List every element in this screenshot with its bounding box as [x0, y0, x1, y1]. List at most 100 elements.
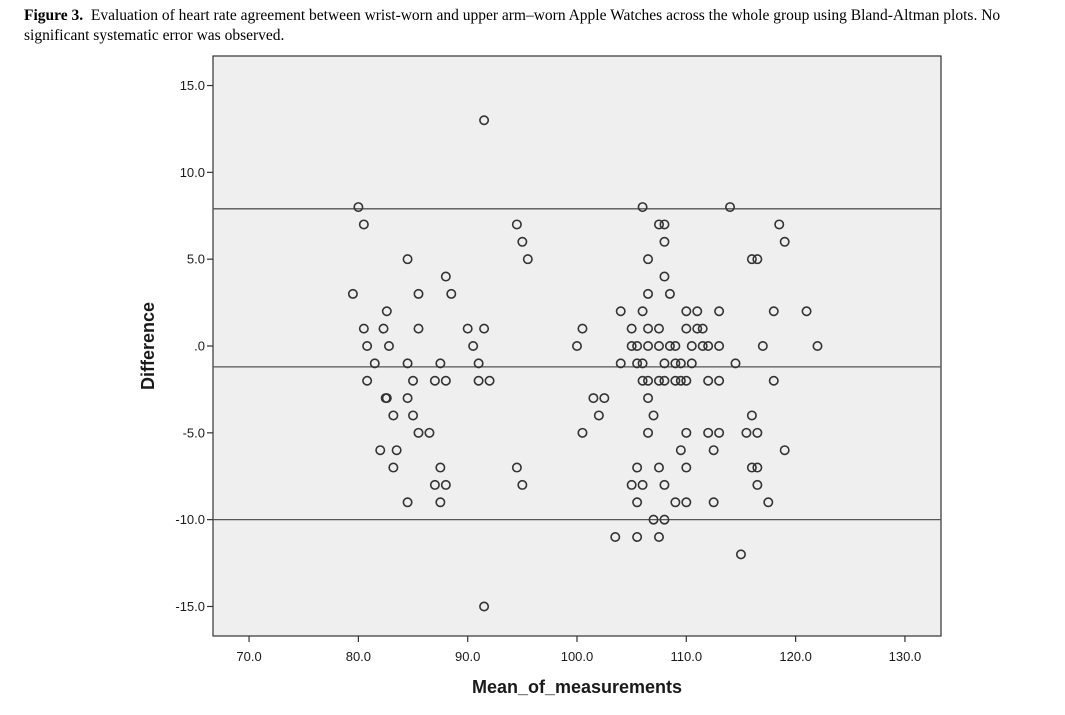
- data-point: [473, 375, 484, 386]
- x-tick-label: 80.0: [346, 649, 371, 664]
- data-point: [479, 115, 490, 126]
- data-point: [681, 323, 692, 334]
- data-point: [347, 288, 358, 299]
- data-point: [648, 410, 659, 421]
- y-tick-label: 10.0: [180, 165, 205, 180]
- data-point: [637, 306, 648, 317]
- data-point: [484, 375, 495, 386]
- data-point: [632, 462, 643, 473]
- data-point: [703, 340, 714, 351]
- data-point: [659, 271, 670, 282]
- data-point: [369, 358, 380, 369]
- data-point: [588, 393, 599, 404]
- data-point: [659, 375, 670, 386]
- data-point: [402, 393, 413, 404]
- y-tick-label: 5.0: [187, 252, 205, 267]
- y-axis: 15.0 10.0 5.0 .0 -5.0 -10.0 -15.0: [175, 78, 213, 614]
- data-point: [730, 358, 741, 369]
- data-point: [659, 479, 670, 490]
- data-point: [692, 306, 703, 317]
- figure-label: Figure 3.: [24, 7, 84, 24]
- data-point: [408, 375, 419, 386]
- x-tick-label: 130.0: [889, 649, 922, 664]
- x-tick-label: 100.0: [561, 649, 594, 664]
- data-point: [768, 375, 779, 386]
- data-point: [703, 427, 714, 438]
- data-point: [681, 462, 692, 473]
- y-tick-label: .0: [194, 339, 205, 354]
- data-point: [714, 306, 725, 317]
- reference-lines: [213, 208, 941, 521]
- data-point: [812, 340, 823, 351]
- data-point: [801, 306, 812, 317]
- data-point: [675, 445, 686, 456]
- data-point: [402, 358, 413, 369]
- data-point: [626, 340, 637, 351]
- data-point: [429, 375, 440, 386]
- data-point: [757, 340, 768, 351]
- data-point: [735, 549, 746, 560]
- data-point: [517, 479, 528, 490]
- data-point: [670, 497, 681, 508]
- data-point: [413, 323, 424, 334]
- data-point: [746, 410, 757, 421]
- data-point: [353, 202, 364, 213]
- data-point: [643, 393, 654, 404]
- data-point: [577, 427, 588, 438]
- data-point: [632, 497, 643, 508]
- data-point: [468, 340, 479, 351]
- data-point: [362, 375, 373, 386]
- data-point: [378, 323, 389, 334]
- data-point: [714, 375, 725, 386]
- data-point: [643, 340, 654, 351]
- data-point: [577, 323, 588, 334]
- data-point: [686, 358, 697, 369]
- data-point: [388, 410, 399, 421]
- y-tick-label: -15.0: [175, 599, 205, 614]
- data-point: [473, 358, 484, 369]
- data-point: [697, 340, 708, 351]
- data-point: [440, 479, 451, 490]
- x-axis-title: Mean_of_measurements: [472, 677, 682, 697]
- data-point: [746, 462, 757, 473]
- data-point: [653, 340, 664, 351]
- data-point: [752, 479, 763, 490]
- data-point: [643, 254, 654, 265]
- data-point: [643, 375, 654, 386]
- plot-area: [212, 55, 942, 637]
- data-point: [424, 427, 435, 438]
- data-point: [599, 393, 610, 404]
- data-point: [610, 532, 621, 543]
- figure-caption-text: Evaluation of heart rate agreement betwe…: [24, 7, 1001, 44]
- data-point: [358, 323, 369, 334]
- data-point: [571, 340, 582, 351]
- data-point: [440, 375, 451, 386]
- data-point: [659, 219, 670, 230]
- data-point: [708, 497, 719, 508]
- data-point: [752, 427, 763, 438]
- data-point: [381, 306, 392, 317]
- data-point: [746, 254, 757, 265]
- data-point: [637, 375, 648, 386]
- data-point: [435, 497, 446, 508]
- data-point: [413, 288, 424, 299]
- data-point: [774, 219, 785, 230]
- data-point: [779, 236, 790, 247]
- data-point: [637, 202, 648, 213]
- data-point: [446, 288, 457, 299]
- data-point: [632, 358, 643, 369]
- data-point: [440, 271, 451, 282]
- data-point: [768, 306, 779, 317]
- data-point: [670, 375, 681, 386]
- data-point: [675, 358, 686, 369]
- data-point: [659, 514, 670, 525]
- y-tick-label: 15.0: [180, 78, 205, 93]
- data-point: [637, 479, 648, 490]
- data-point: [653, 323, 664, 334]
- data-point: [670, 340, 681, 351]
- data-point: [615, 358, 626, 369]
- data-point: [408, 410, 419, 421]
- data-point: [479, 323, 490, 334]
- data-point: [632, 532, 643, 543]
- data-point: [708, 445, 719, 456]
